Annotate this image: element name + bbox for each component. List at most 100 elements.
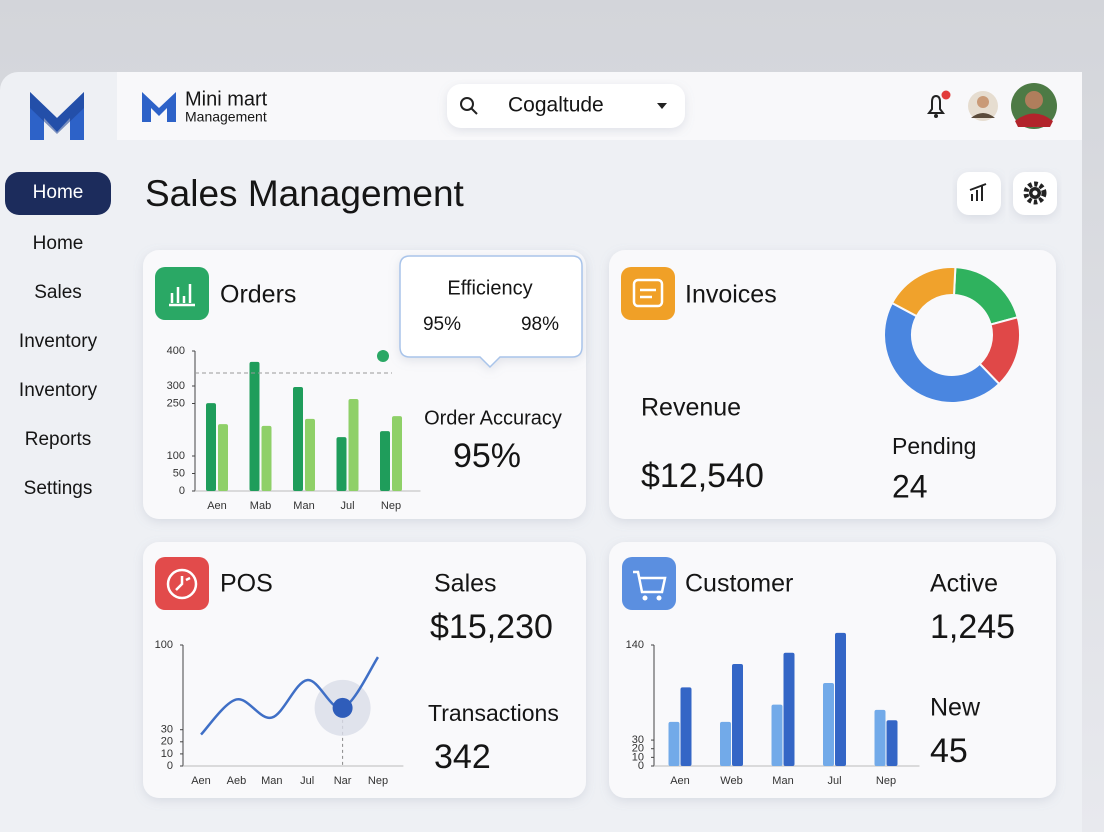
x-tick-label: Aen xyxy=(207,500,227,512)
stat-value: 1,245 xyxy=(930,608,1015,646)
stat-label: Revenue xyxy=(641,394,741,422)
stat-label: Pending xyxy=(892,433,976,459)
y-tick-label: 10 xyxy=(161,748,173,760)
card-title: POS xyxy=(220,570,273,598)
bar xyxy=(668,721,680,766)
bar xyxy=(680,687,692,766)
search-box[interactable] xyxy=(447,84,685,128)
x-tick-label: Nar xyxy=(334,775,352,787)
x-tick-label: Man xyxy=(293,500,314,512)
efficiency-tooltip xyxy=(399,255,583,369)
tooltip-value: 95% xyxy=(423,314,461,335)
nav-active-pill[interactable] xyxy=(5,172,111,215)
x-tick-label: Nep xyxy=(368,775,388,787)
card-title: Invoices xyxy=(685,281,777,309)
invoices-card xyxy=(609,250,1056,519)
pos-card xyxy=(143,542,586,798)
x-tick-label: Man xyxy=(261,775,282,787)
stat-value: 342 xyxy=(434,738,491,776)
brand-name: Mini mart xyxy=(185,88,268,110)
y-tick-label: 0 xyxy=(167,760,173,772)
stat-label: Order Accuracy xyxy=(424,407,562,429)
nav-item[interactable]: Reports xyxy=(25,429,92,450)
analytics-icon xyxy=(969,183,987,201)
bar xyxy=(392,416,402,491)
page-title: Sales Management xyxy=(145,173,465,214)
y-tick-label: 30 xyxy=(161,724,173,736)
search-caret[interactable] xyxy=(657,103,667,109)
bar xyxy=(823,683,834,766)
bar xyxy=(783,652,795,766)
y-tick-label: 0 xyxy=(638,760,644,772)
nav-item[interactable]: Home xyxy=(33,182,84,203)
analytics-button[interactable] xyxy=(957,172,1001,215)
avatar-large[interactable] xyxy=(1011,83,1057,129)
stat-value: $15,230 xyxy=(430,608,553,646)
x-tick-label: Web xyxy=(720,775,742,787)
tooltip-title: Efficiency xyxy=(447,277,532,299)
nav-item[interactable]: Inventory xyxy=(19,380,98,401)
highlight-point xyxy=(332,697,353,718)
nav-item[interactable]: Sales xyxy=(34,282,82,303)
bar xyxy=(293,387,303,491)
nav-item[interactable]: Settings xyxy=(24,478,93,499)
nav-item[interactable]: Inventory xyxy=(19,331,98,352)
x-tick-label: Man xyxy=(772,775,793,787)
stat-label: New xyxy=(930,694,981,722)
search-icon xyxy=(460,97,478,115)
notification-bell[interactable] xyxy=(927,90,951,119)
y-tick-label: 10 xyxy=(632,751,644,763)
bar xyxy=(336,437,347,491)
tooltip-value: 98% xyxy=(521,314,559,335)
y-tick-label: 0 xyxy=(179,485,185,497)
y-tick-label: 50 xyxy=(173,467,185,479)
stat-value: $12,540 xyxy=(641,457,764,495)
settings-icon xyxy=(1023,181,1047,205)
bar xyxy=(348,398,359,491)
sidebar-logo xyxy=(30,92,84,140)
y-tick-label: 100 xyxy=(155,639,173,651)
x-tick-label: Aen xyxy=(670,775,690,787)
stat-value: 95% xyxy=(453,437,521,475)
y-tick-label: 30 xyxy=(632,734,644,746)
y-tick-label: 300 xyxy=(167,380,185,392)
x-tick-label: Nep xyxy=(876,775,896,787)
stat-value: 45 xyxy=(930,732,968,770)
donut-segment xyxy=(883,301,1001,404)
donut-segment xyxy=(890,266,957,318)
x-tick-label: Nep xyxy=(381,500,401,512)
stat-label: Active xyxy=(930,570,998,598)
stat-label: Transactions xyxy=(428,700,559,726)
card-title: Customer xyxy=(685,570,793,598)
y-tick-label: 250 xyxy=(167,397,185,409)
y-tick-label: 140 xyxy=(626,639,644,651)
x-tick-label: Mab xyxy=(250,500,271,512)
bar xyxy=(720,721,731,766)
nav-item[interactable]: Home xyxy=(33,233,84,254)
x-tick-label: Aen xyxy=(191,775,211,787)
bar xyxy=(249,361,260,491)
brand-tagline: Management xyxy=(185,109,267,125)
bar xyxy=(732,664,743,766)
bar xyxy=(218,424,228,491)
brand-logo xyxy=(142,92,176,122)
bar xyxy=(771,704,783,766)
avatar-small[interactable] xyxy=(968,91,998,121)
bar xyxy=(874,709,886,766)
x-tick-label: Jul xyxy=(340,500,354,512)
bar xyxy=(886,720,898,766)
bar xyxy=(206,403,216,491)
stat-value: 24 xyxy=(892,468,928,504)
bar xyxy=(835,632,846,766)
y-tick-label: 400 xyxy=(167,345,185,357)
bar xyxy=(305,418,315,491)
x-tick-label: Aeb xyxy=(227,775,247,787)
tooltip-anchor-dot xyxy=(377,350,389,362)
x-tick-label: Jul xyxy=(300,775,314,787)
y-tick-label: 20 xyxy=(161,736,173,748)
search-text[interactable]: Cogaltude xyxy=(508,94,604,117)
pos-icon xyxy=(155,557,209,610)
bar xyxy=(380,431,390,491)
card-title: Orders xyxy=(220,281,296,309)
